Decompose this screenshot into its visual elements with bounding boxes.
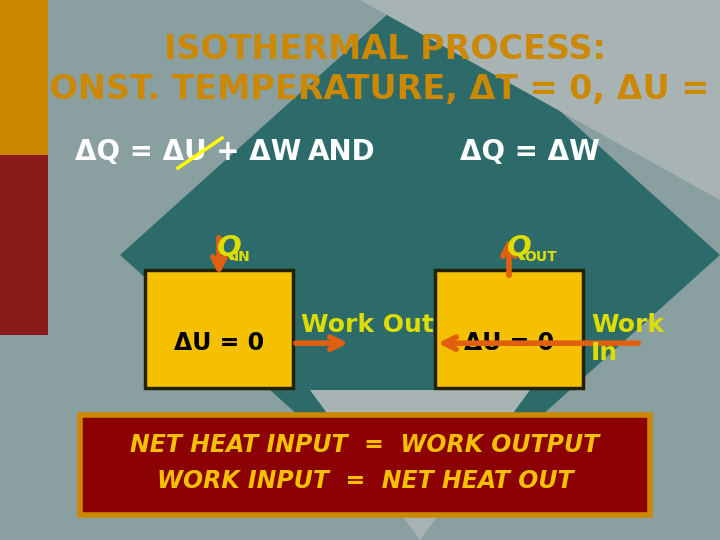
Text: Work
In: Work In xyxy=(591,313,664,365)
Polygon shape xyxy=(310,390,530,540)
Bar xyxy=(145,270,293,388)
Text: OUT: OUT xyxy=(524,250,557,264)
Polygon shape xyxy=(360,0,720,200)
Text: IN: IN xyxy=(234,250,251,264)
Polygon shape xyxy=(120,0,720,525)
Text: ΔU = 0: ΔU = 0 xyxy=(464,331,554,355)
Text: ΔQ = ΔW: ΔQ = ΔW xyxy=(460,138,600,166)
Text: AND: AND xyxy=(308,138,376,166)
Text: WORK INPUT  =  NET HEAT OUT: WORK INPUT = NET HEAT OUT xyxy=(157,469,573,493)
Bar xyxy=(0,0,48,155)
Text: ΔU = 0: ΔU = 0 xyxy=(174,331,264,355)
Text: NET HEAT INPUT  =  WORK OUTPUT: NET HEAT INPUT = WORK OUTPUT xyxy=(130,433,600,457)
Text: Q: Q xyxy=(507,234,532,262)
Text: ISOTHERMAL PROCESS:: ISOTHERMAL PROCESS: xyxy=(164,33,606,66)
FancyBboxPatch shape xyxy=(80,415,650,515)
Text: ΔQ = ΔU + ΔW: ΔQ = ΔU + ΔW xyxy=(75,138,302,166)
Text: CONST. TEMPERATURE, ΔT = 0, ΔU = 0: CONST. TEMPERATURE, ΔT = 0, ΔU = 0 xyxy=(25,73,720,106)
Bar xyxy=(0,155,48,335)
Text: Work Out: Work Out xyxy=(301,313,434,337)
Text: Q: Q xyxy=(217,234,242,262)
Bar xyxy=(435,270,583,388)
